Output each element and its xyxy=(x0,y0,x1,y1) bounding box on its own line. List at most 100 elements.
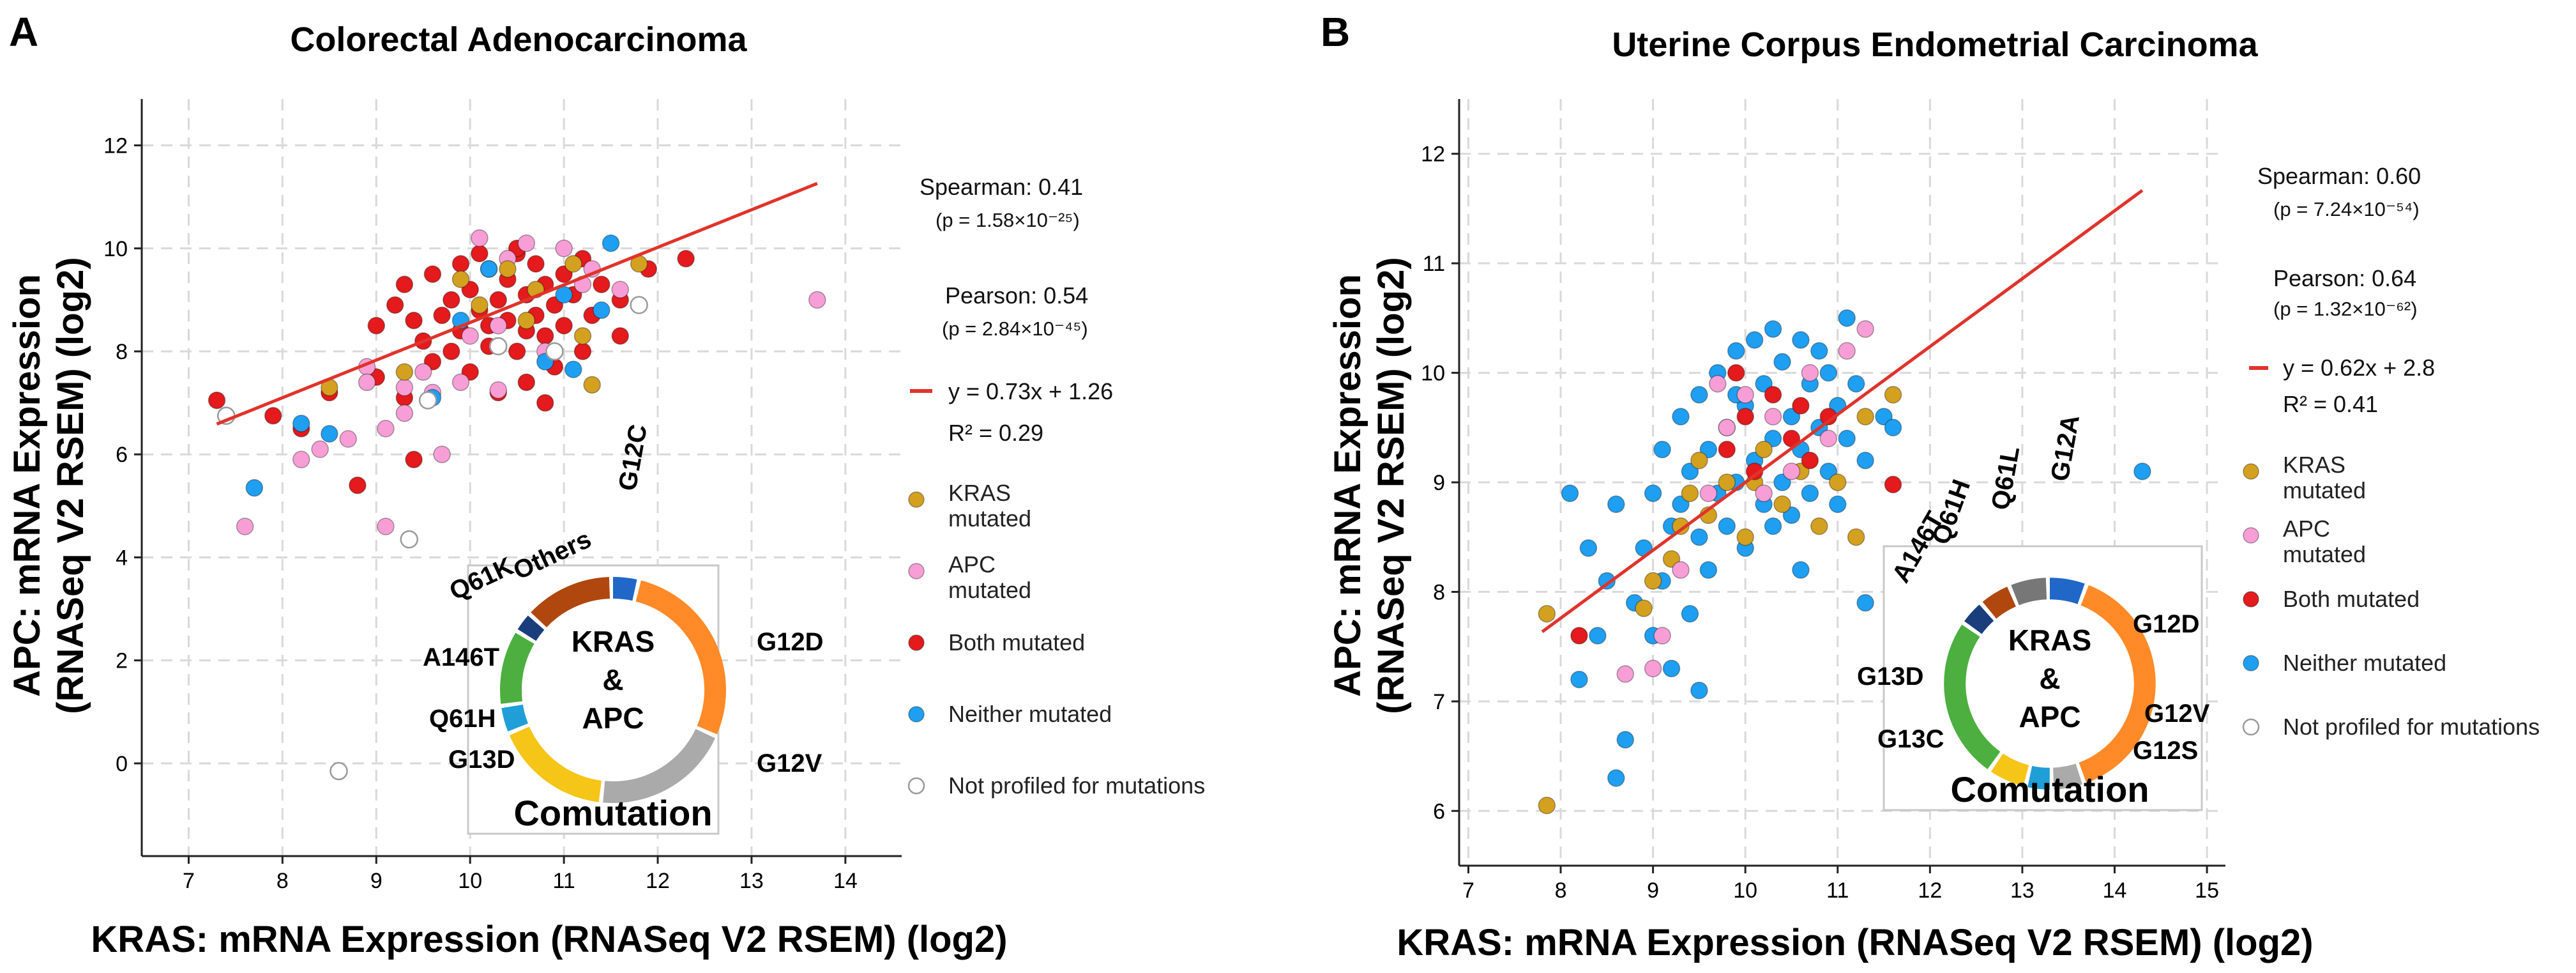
data-point-both-mutated xyxy=(508,342,526,360)
data-point-apc-mutated xyxy=(471,229,489,247)
data-point-apc-mutated xyxy=(1819,429,1838,448)
data-point-both-mutated xyxy=(405,450,423,469)
legend-b: KRAS mutated APC mutated Both mutated Neither… xyxy=(2242,452,2540,740)
chart-title-b: Uterine Corpus Endometrial Carcinoma xyxy=(1612,26,2258,64)
data-point-both-mutated xyxy=(443,291,460,309)
pearson-b: Pearson: 0.64 xyxy=(2273,265,2416,291)
data-point-neither-mutated xyxy=(1681,604,1699,623)
plot-area-a: 7 8 9 10 11 12 13 14 0 2 4 6 8 10 12 G12C G12D G12V G13D Q6… xyxy=(103,99,902,893)
donut-label-q61h: Q61H xyxy=(1927,476,1976,548)
data-point-apc-mutated xyxy=(1856,320,1874,338)
x-tick-label: 7 xyxy=(1462,878,1474,903)
data-point-both-mutated xyxy=(471,245,489,263)
x-tick-label: 14 xyxy=(2103,878,2127,903)
data-point-neither-mutated xyxy=(1773,473,1791,491)
legend-marker-both-mutated xyxy=(908,634,925,651)
x-tick-label: 14 xyxy=(833,869,858,893)
data-point-both-mutated xyxy=(1801,451,1819,470)
legend-label-not-profiled-for-mutations: Not profiled for mutations xyxy=(948,772,1205,799)
data-point-apc-mutated xyxy=(1653,627,1671,645)
data-point-kras-mutated xyxy=(1810,517,1828,535)
y-tick-label: 2 xyxy=(116,649,128,673)
donut-segment-g13d xyxy=(1944,578,2156,790)
data-point-neither-mutated xyxy=(1570,670,1588,689)
data-point-apc-mutated xyxy=(414,363,432,381)
data-point-both-mutated xyxy=(611,327,630,345)
y-tick-label: 7 xyxy=(1433,690,1445,714)
x-axis-title-a: KRAS: mRNA Expression (RNASeq V2 RSEM) (… xyxy=(91,919,1007,960)
data-point-both-mutated xyxy=(367,316,386,335)
data-point-neither-mutated xyxy=(1579,539,1598,557)
data-point-both-mutated xyxy=(349,476,367,494)
data-point-neither-mutated xyxy=(1672,408,1690,425)
data-point-kras-mutated xyxy=(1635,599,1653,617)
donut-center-line2: & xyxy=(2039,662,2060,695)
data-point-neither-mutated xyxy=(1819,364,1838,382)
regression-line xyxy=(1541,188,2144,633)
y-axis-title-b-line1: APC: mRNA Expression xyxy=(1327,274,1368,697)
y-tick-label: 8 xyxy=(116,340,128,364)
data-point-neither-mutated xyxy=(480,260,498,278)
data-point-apc-mutated xyxy=(611,280,630,299)
legend-label-apc-mutated: APC mutated xyxy=(2283,516,2366,567)
data-point-apc-mutated xyxy=(377,420,395,438)
legend-label-neither-mutated: Neither mutated xyxy=(2283,650,2446,676)
data-point-neither-mutated xyxy=(602,234,620,252)
data-point-both-mutated xyxy=(264,407,282,425)
series-not-profiled-for-mutations xyxy=(216,296,648,781)
donut-label-g13d: G13D xyxy=(1857,663,1924,691)
data-point-not-profiled-for-mutations xyxy=(630,296,648,314)
legend-marker-kras-mutated xyxy=(2243,463,2259,480)
legend-label-kras-mutated: KRAS mutated xyxy=(2283,452,2366,503)
data-point-both-mutated xyxy=(395,275,414,293)
data-point-neither-mutated xyxy=(1764,429,1782,448)
data-point-apc-mutated xyxy=(808,291,826,309)
donut-caption: Comutation xyxy=(1950,769,2149,809)
series-apc-mutated xyxy=(1616,320,1874,683)
donut-label-a146t: A146T xyxy=(423,643,499,671)
data-point-kras-mutated xyxy=(451,270,470,288)
donut-segment-g12d xyxy=(500,577,726,803)
data-point-neither-mutated xyxy=(1727,342,1745,360)
data-point-kras-mutated xyxy=(564,255,582,273)
data-point-not-profiled-for-mutations xyxy=(545,342,564,361)
data-point-kras-mutated xyxy=(395,363,414,381)
data-point-neither-mutated xyxy=(321,425,338,443)
spearman-p-a: (p = 1.58×10⁻²⁵) xyxy=(936,209,1080,231)
donut-label-g12c: G12C xyxy=(614,422,653,493)
y-tick-label: 12 xyxy=(103,134,128,158)
data-point-neither-mutated xyxy=(1699,440,1718,459)
data-point-apc-mutated xyxy=(236,517,254,535)
y-tick-label: 6 xyxy=(116,443,128,467)
data-point-neither-mutated xyxy=(1589,627,1607,645)
regression-equation-b: y = 0.62x + 2.8 xyxy=(2283,355,2435,381)
x-tick-label: 10 xyxy=(458,869,482,893)
pearson-a: Pearson: 0.54 xyxy=(945,282,1088,309)
donut-label-g12v: G12V xyxy=(757,749,822,778)
data-point-neither-mutated xyxy=(1773,353,1791,371)
data-point-kras-mutated xyxy=(1690,451,1708,470)
data-point-both-mutated xyxy=(1792,397,1810,415)
x-tick-label: 15 xyxy=(2195,878,2219,903)
data-point-kras-mutated xyxy=(1538,604,1556,623)
data-point-kras-mutated xyxy=(1644,572,1662,590)
data-point-neither-mutated xyxy=(292,415,310,433)
x-tick-label: 8 xyxy=(1555,878,1567,903)
legend-label-neither-mutated: Neither mutated xyxy=(948,701,1112,727)
y-axis-title-a-line1: APC: mRNA Expression xyxy=(6,274,48,697)
donut-label-q61l: Q61L xyxy=(1987,444,2026,512)
data-point-both-mutated xyxy=(1884,475,1902,494)
x-tick-label: 12 xyxy=(1918,878,1942,903)
data-point-kras-mutated xyxy=(1681,484,1699,502)
x-tick-label: 11 xyxy=(1826,878,1849,903)
data-point-kras-mutated xyxy=(499,260,517,278)
data-point-both-mutated xyxy=(1718,440,1736,459)
data-point-both-mutated xyxy=(423,265,442,283)
y-tick-label: 11 xyxy=(1423,252,1445,276)
data-point-apc-mutated xyxy=(377,517,395,535)
data-point-kras-mutated xyxy=(1856,408,1874,425)
x-tick-label: 9 xyxy=(1647,878,1659,903)
data-point-apc-mutated xyxy=(395,378,414,397)
